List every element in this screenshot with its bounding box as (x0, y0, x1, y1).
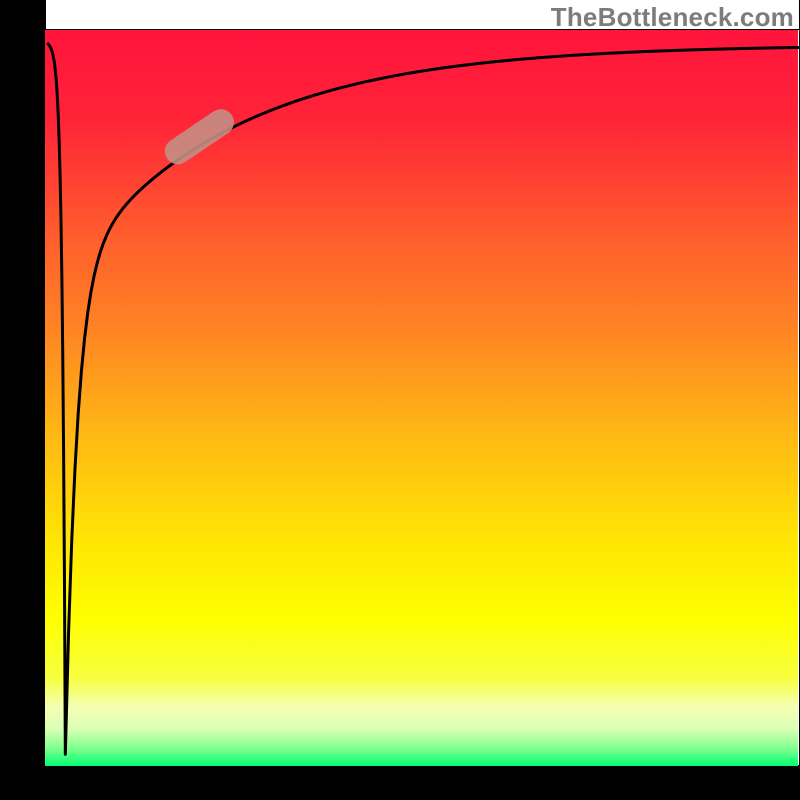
watermark-text: TheBottleneck.com (551, 2, 794, 33)
chart-canvas: TheBottleneck.com (0, 0, 800, 800)
chart-svg (0, 0, 800, 800)
plot-background (45, 30, 798, 766)
